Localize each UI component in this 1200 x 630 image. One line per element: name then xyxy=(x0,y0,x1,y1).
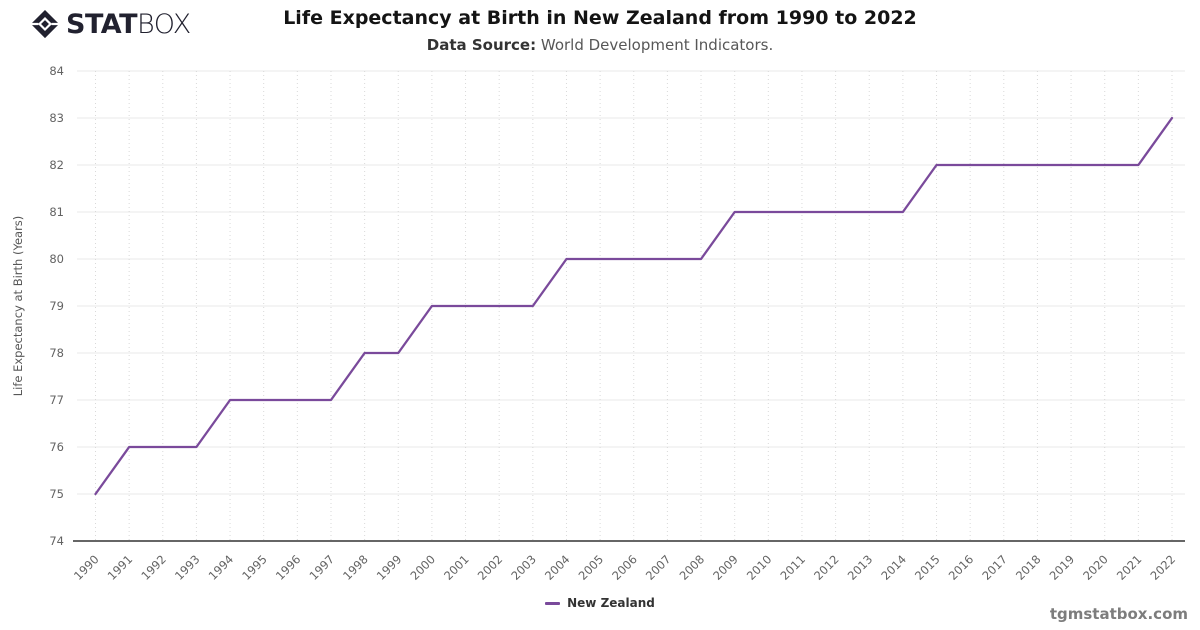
chart-legend: New Zealand xyxy=(0,595,1200,611)
logo-stat: STAT xyxy=(66,8,137,40)
y-tick-label: 77 xyxy=(49,393,64,407)
x-tick-label: 2007 xyxy=(643,552,674,583)
y-tick-label: 78 xyxy=(49,346,64,360)
y-tick-label: 83 xyxy=(49,111,64,125)
data-source-value: World Development Indicators. xyxy=(536,36,774,54)
x-tick-label: 1992 xyxy=(138,552,169,583)
x-tick-label: 1991 xyxy=(105,552,136,583)
y-tick-label: 84 xyxy=(49,64,64,78)
y-tick-label: 80 xyxy=(49,252,64,266)
x-tick-label: 2022 xyxy=(1148,552,1179,583)
x-tick-label: 2001 xyxy=(441,552,472,583)
x-tick-label: 2011 xyxy=(777,552,808,583)
x-tick-label: 2006 xyxy=(609,552,640,583)
x-tick-label: 2009 xyxy=(710,552,741,583)
series-line-new-zealand xyxy=(94,116,1174,496)
x-tick-label: 2010 xyxy=(744,552,775,583)
y-tick-label: 76 xyxy=(49,440,64,454)
page-title: Life Expectancy at Birth in New Zealand … xyxy=(283,7,917,29)
statbox-logo: STATBOX xyxy=(30,9,191,39)
x-tick-label: 2002 xyxy=(475,552,506,583)
x-tick-label: 2019 xyxy=(1047,552,1078,583)
legend-label: New Zealand xyxy=(567,596,655,610)
x-tick-label: 2013 xyxy=(845,552,876,583)
y-tick-label: 82 xyxy=(49,158,64,172)
x-tick-label: 2014 xyxy=(878,552,909,583)
x-tick-label: 2008 xyxy=(677,552,708,583)
x-tick-label: 1997 xyxy=(307,552,338,583)
x-tick-label: 2003 xyxy=(508,552,539,583)
x-tick-label: 2021 xyxy=(1114,552,1145,583)
logo-wordmark: STATBOX xyxy=(66,11,191,38)
legend-line-swatch xyxy=(545,601,561,605)
y-tick-label: 75 xyxy=(49,487,64,501)
x-tick-label: 2015 xyxy=(912,552,943,583)
x-tick-label: 2018 xyxy=(1013,552,1044,583)
statbox-diamond-icon xyxy=(30,9,60,39)
x-tick-label: 1999 xyxy=(374,552,405,583)
x-tick-label: 1995 xyxy=(239,552,270,583)
y-tick-label: 74 xyxy=(49,534,64,548)
x-tick-label: 2000 xyxy=(407,552,438,583)
x-tick-label: 2020 xyxy=(1080,552,1111,583)
x-tick-label: 2012 xyxy=(811,552,842,583)
y-axis-title: Life Expectancy at Birth (Years) xyxy=(11,216,25,397)
x-tick-label: 2017 xyxy=(979,552,1010,583)
x-tick-label: 1998 xyxy=(340,552,371,583)
y-tick-label: 81 xyxy=(49,205,64,219)
x-tick-label: 2004 xyxy=(542,552,573,583)
x-tick-label: 1990 xyxy=(71,552,102,583)
x-tick-label: 1993 xyxy=(172,552,203,583)
watermark-url: tgmstatbox.com xyxy=(1049,605,1188,623)
page-subtitle: Data Source: World Development Indicator… xyxy=(0,36,1200,54)
x-tick-label: 1996 xyxy=(273,552,304,583)
data-source-label: Data Source: xyxy=(426,36,537,54)
x-tick-label: 1994 xyxy=(206,552,237,583)
x-tick-label: 2016 xyxy=(946,552,977,583)
logo-box: BOX xyxy=(136,8,191,40)
x-tick-label: 2005 xyxy=(576,552,607,583)
y-tick-label: 79 xyxy=(49,299,64,313)
